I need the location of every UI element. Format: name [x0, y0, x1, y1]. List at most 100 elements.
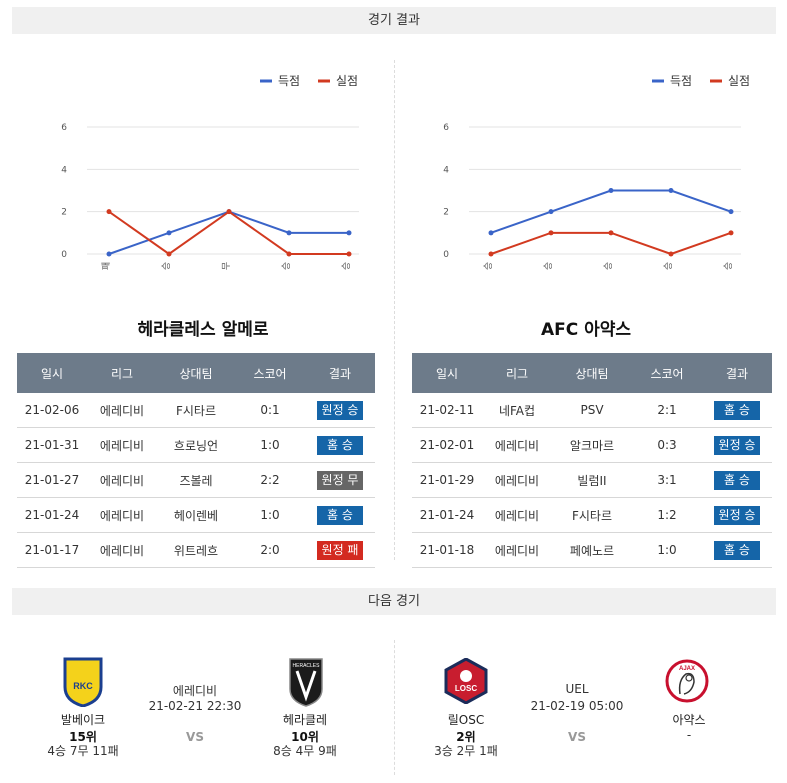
cell-league: 에레디비 [87, 497, 157, 533]
legend-goals-label: 득점 [670, 74, 692, 88]
header-date: 일시 [412, 353, 482, 393]
point-conceded [286, 251, 292, 257]
away-team-record: 8승 4무 9패 [273, 744, 337, 758]
cell-date: 21-02-01 [412, 427, 482, 463]
result-badge: 원정 승 [714, 505, 760, 525]
match-datetime: 21-02-21 22:30 [148, 699, 242, 713]
match-league: 에레디비 [172, 684, 218, 698]
x-tick-label: 승 [341, 262, 352, 270]
cell-score: 1:0 [235, 497, 305, 533]
home-team-rank: 15위 [69, 730, 97, 744]
table-row: 21-01-24 에레디비 F시타르 1:2 원정 승 [412, 497, 772, 533]
y-tick-label: 4 [61, 165, 67, 175]
result-badge: 홈 승 [714, 470, 760, 490]
cell-opponent: F시타르 [552, 497, 632, 533]
away-team-name: 헤라클레 [282, 713, 328, 727]
ajax-crest-icon: AJAX [665, 659, 709, 703]
series-line-goals [108, 210, 349, 255]
results-table-ajax: 일시 리그 상대팀 스코어 결과 21-02-11 네FA컵 PSV 2:1 홈 승 21… [412, 353, 772, 568]
team-title-ajax: AFC 아약스 [540, 320, 632, 340]
losc-logo-text: LOSC [455, 684, 477, 693]
result-badge: 원정 무 [317, 470, 363, 490]
cell-score: 1:0 [632, 532, 702, 568]
y-tick-label: 4 [443, 165, 449, 175]
table-header-row: 일시 리그 상대팀 스코어 결과 [17, 353, 375, 393]
heracles-shield-icon: HERACLES [289, 658, 323, 707]
cell-result: 원정 승 [305, 393, 375, 428]
header-opponent: 상대팀 [552, 353, 632, 393]
point-goals [548, 209, 554, 215]
cell-league: 에레디비 [87, 427, 157, 463]
cell-league: 에레디비 [87, 393, 157, 428]
header-result: 결과 [702, 353, 772, 393]
header-result: 결과 [305, 353, 375, 393]
point-conceded [608, 230, 614, 236]
cell-date: 21-01-24 [412, 497, 482, 533]
cell-result: 원정 무 [305, 462, 375, 498]
cell-score: 1:0 [235, 427, 305, 463]
x-tick-label: 승 [663, 262, 674, 270]
legend-conceded-label: 실점 [336, 74, 358, 88]
vs-label: VS [186, 730, 204, 744]
cell-league: 에레디비 [482, 532, 552, 568]
cell-date: 21-01-17 [17, 532, 87, 568]
table-row: 21-02-11 네FA컵 PSV 2:1 홈 승 [412, 393, 772, 428]
ajax-logo-text: AJAX [679, 666, 695, 672]
x-tick-label: 승 [603, 262, 614, 270]
x-tick-label: 승 [161, 262, 172, 270]
vs-label: VS [568, 730, 586, 744]
cell-result: 원정 승 [702, 427, 772, 463]
cell-opponent: PSV [552, 393, 632, 428]
cell-score: 2:0 [235, 532, 305, 568]
team-title-heracles: 헤라클레스 알메로 [137, 320, 269, 340]
away-team-record: - [686, 728, 692, 742]
point-conceded [668, 251, 674, 257]
x-tick-label: 승 [543, 262, 554, 270]
chart-right: 득점 실점 6 4 2 0 승 승 승 승 승 [404, 60, 776, 285]
point-goals [728, 209, 734, 215]
y-tick-label: 2 [443, 208, 449, 218]
cell-league: 에레디비 [482, 497, 552, 533]
cell-result: 원정 승 [702, 497, 772, 533]
legend-conceded-label: 실점 [728, 74, 750, 88]
cell-score: 1:2 [632, 497, 702, 533]
cell-score: 3:1 [632, 462, 702, 498]
header-opponent: 상대팀 [157, 353, 235, 393]
cell-opponent: 즈볼레 [157, 462, 235, 498]
point-conceded [488, 251, 494, 257]
table-row: 21-02-06 에레디비 F시타르 0:1 원정 승 [17, 393, 375, 428]
cell-date: 21-01-18 [412, 532, 482, 568]
home-team-record: 4승 7무 11패 [47, 744, 119, 758]
cell-opponent: 위트레흐 [157, 532, 235, 568]
results-section-title: 경기 결과 [12, 7, 776, 34]
results-table-heracles: 일시 리그 상대팀 스코어 결과 21-02-06 에레디비 F시타르 0:1 원정 승… [17, 353, 375, 568]
result-badge: 홈 승 [317, 505, 363, 525]
point-goals [488, 230, 494, 236]
cell-score: 2:1 [632, 393, 702, 428]
y-tick-label: 6 [443, 123, 449, 133]
cell-result: 홈 승 [702, 462, 772, 498]
chart-right-svg: 득점 실점 6 4 2 0 승 승 승 승 승 [443, 74, 750, 270]
point-goals [346, 230, 352, 236]
away-team-rank: 10위 [291, 730, 319, 744]
series-line-conceded [490, 231, 732, 256]
cell-result: 홈 승 [305, 427, 375, 463]
column-divider [394, 60, 395, 560]
cell-opponent: 흐로닝언 [157, 427, 235, 463]
point-goals [166, 230, 172, 236]
cell-league: 에레디비 [87, 462, 157, 498]
header-league: 리그 [482, 353, 552, 393]
result-badge: 원정 승 [714, 435, 760, 455]
cell-score: 0:3 [632, 427, 702, 463]
cell-opponent: 알크마르 [552, 427, 632, 463]
cell-result: 홈 승 [305, 497, 375, 533]
table-row: 21-01-27 에레디비 즈볼레 2:2 원정 무 [17, 462, 375, 498]
result-badge: 원정 패 [317, 540, 363, 560]
chart-left: 득점 실점 6 4 2 0 패 승 무 승 승 [12, 60, 384, 285]
result-badge: 홈 승 [317, 435, 363, 455]
next-divider [394, 640, 395, 775]
y-tick-label: 6 [61, 123, 67, 133]
result-badge: 홈 승 [714, 540, 760, 560]
cell-opponent: F시타르 [157, 393, 235, 428]
table-row: 21-01-24 에레디비 헤이렌베 1:0 홈 승 [17, 497, 375, 533]
